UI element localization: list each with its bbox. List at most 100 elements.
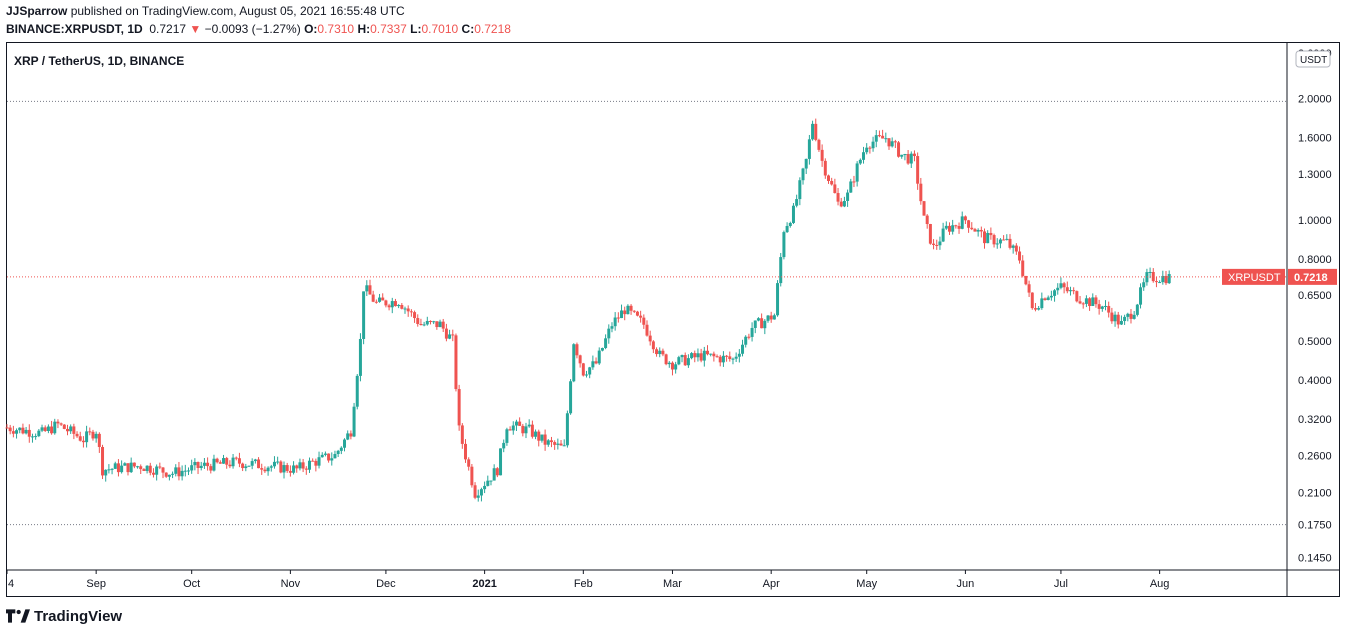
candle-body <box>632 310 636 312</box>
candle-body <box>992 235 996 245</box>
candle-body <box>381 297 385 301</box>
candle-body <box>113 463 117 469</box>
candle-body <box>830 180 834 185</box>
candle-body <box>658 350 662 355</box>
author-name[interactable]: JJSparrow <box>6 4 68 18</box>
candle-body <box>292 465 296 473</box>
candle-body <box>307 460 311 470</box>
candle-body <box>374 301 378 303</box>
candle-body <box>123 463 127 466</box>
candle-body <box>1126 313 1130 317</box>
candle-body <box>317 457 321 466</box>
candle-body <box>1068 290 1072 292</box>
brand-name[interactable]: TradingView <box>34 607 123 625</box>
candle-body <box>400 305 404 309</box>
candle-body <box>295 465 299 469</box>
candle-body <box>518 421 522 426</box>
price-tick-label: 1.0000 <box>1298 215 1332 227</box>
candle-body <box>107 469 111 471</box>
candle-body <box>212 458 216 471</box>
candle-body <box>1053 290 1057 296</box>
candle-body <box>549 440 553 443</box>
candle-body <box>862 152 866 160</box>
candle-body <box>126 463 130 473</box>
candle-body <box>323 453 327 455</box>
price-tick-label: 1.3000 <box>1298 169 1332 181</box>
candle-body <box>731 358 735 360</box>
candle-body <box>425 320 429 325</box>
candle-body <box>368 285 372 295</box>
candle-body <box>932 243 936 245</box>
candle-body <box>807 139 811 159</box>
candle-body <box>935 244 939 246</box>
candle-body <box>448 334 452 339</box>
chart-title: XRP / TetherUS, 1D, BINANCE <box>14 54 185 68</box>
candle-body <box>1014 245 1018 252</box>
candle-body <box>744 336 748 345</box>
candle-body <box>699 353 703 361</box>
candle-body <box>136 466 140 468</box>
candle-body <box>228 464 232 467</box>
candle-body <box>537 431 541 441</box>
candle-body <box>37 430 41 437</box>
candle-body <box>881 135 885 139</box>
publish-line: JJSparrow published on TradingView.com, … <box>6 4 405 18</box>
candle-body <box>362 291 366 339</box>
candle-body <box>53 421 57 434</box>
candle-body <box>444 328 448 339</box>
candle-body <box>887 138 891 147</box>
time-tick-label: Jul <box>1054 578 1068 590</box>
candle-body <box>868 147 872 149</box>
candle-body <box>801 168 805 181</box>
candle-body <box>578 355 582 364</box>
candle-body <box>817 139 821 150</box>
price-tag-bg <box>1288 268 1337 285</box>
grid-lines <box>7 43 1340 597</box>
candle-body <box>655 349 659 355</box>
candle-body <box>161 467 165 473</box>
candle-body <box>237 458 241 464</box>
candle-body <box>320 454 324 458</box>
candle-body <box>234 457 238 459</box>
candles <box>5 118 1171 502</box>
candle-body <box>489 480 493 482</box>
candle-body <box>193 461 197 466</box>
candle-body <box>572 344 576 382</box>
candle-body <box>269 466 273 468</box>
candle-body <box>976 229 980 232</box>
candle-body <box>1002 239 1006 241</box>
candle-body <box>18 427 22 431</box>
candle-body <box>46 426 50 432</box>
candle-body <box>508 429 512 431</box>
candle-body <box>151 472 155 475</box>
candle-body <box>505 429 509 443</box>
candle-body <box>209 466 213 471</box>
time-tick-label: Nov <box>281 578 301 590</box>
candle-body <box>1104 305 1108 307</box>
candle-body <box>690 353 694 359</box>
candle-body <box>919 183 923 202</box>
candle-body <box>276 461 280 463</box>
candle-body <box>909 153 913 164</box>
candle-body <box>241 463 245 469</box>
candle-body <box>409 311 413 313</box>
candle-body <box>747 336 751 338</box>
candle-body <box>737 353 741 357</box>
candle-body <box>534 431 538 437</box>
time-tick-label: Sep <box>86 578 106 590</box>
candle-body <box>30 436 34 438</box>
low-value: 0.7010 <box>421 22 459 36</box>
candle-body <box>674 364 678 370</box>
candle-body <box>1018 251 1022 261</box>
candle-body <box>591 361 595 368</box>
candle-body <box>871 141 875 149</box>
candle-body <box>116 463 120 473</box>
candle-body <box>604 338 608 349</box>
candle-body <box>750 327 754 337</box>
candle-body <box>954 225 958 227</box>
candle-body <box>422 324 426 326</box>
candle-body <box>514 421 518 426</box>
candle-body <box>846 192 850 201</box>
candle-body <box>1161 275 1165 283</box>
